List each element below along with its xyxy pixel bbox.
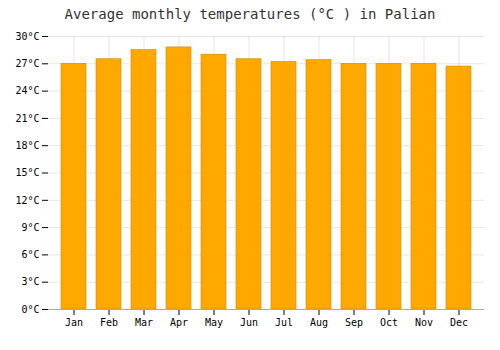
html-text:Average monthly temperatures (: Average monthly temperatures (°C ) in Pa… xyxy=(64,6,436,22)
svg-text:15°C: 15°C xyxy=(15,167,39,178)
svg-text:Feb: Feb xyxy=(100,317,118,328)
svg-text:21°C: 21°C xyxy=(15,113,39,124)
svg-text:6°C: 6°C xyxy=(21,249,39,260)
svg-text:18°C: 18°C xyxy=(15,140,39,151)
svg-text:May: May xyxy=(205,317,223,328)
svg-text:24°C: 24°C xyxy=(15,85,39,96)
svg-text:30°C: 30°C xyxy=(15,31,39,42)
svg-text:27°C: 27°C xyxy=(15,58,39,69)
svg-text:Jul: Jul xyxy=(275,317,293,328)
svg-text:Jan: Jan xyxy=(65,317,83,328)
svg-text:12°C: 12°C xyxy=(15,195,39,206)
svg-text:Apr: Apr xyxy=(170,317,188,328)
svg-text:0°C: 0°C xyxy=(21,304,39,315)
svg-text:Nov: Nov xyxy=(415,317,433,328)
svg-text:Aug: Aug xyxy=(310,317,328,328)
svg-text:3°C: 3°C xyxy=(21,276,39,287)
svg-text:Dec: Dec xyxy=(450,317,468,328)
svg-text:Oct: Oct xyxy=(380,317,398,328)
svg-text:Jun: Jun xyxy=(240,317,258,328)
svg-text:Mar: Mar xyxy=(135,317,153,328)
svg-text:Sep: Sep xyxy=(345,317,363,328)
svg-text:9°C: 9°C xyxy=(21,222,39,233)
